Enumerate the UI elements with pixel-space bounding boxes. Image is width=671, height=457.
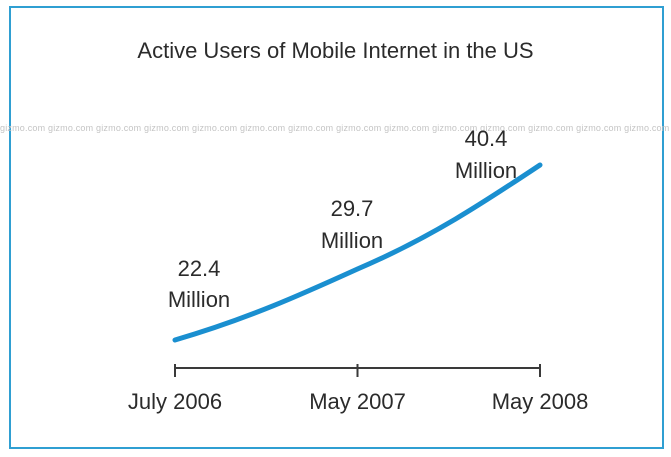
data-label-value: 29.7 — [331, 196, 374, 221]
x-tick-label: July 2006 — [128, 389, 222, 414]
x-tick-label: May 2008 — [492, 389, 589, 414]
data-label-layer: 22.4 Million 29.7 Million 40.4 Million — [168, 126, 517, 312]
x-tick-label: May 2007 — [309, 389, 406, 414]
data-label-unit: Million — [455, 158, 517, 183]
chart-title: Active Users of Mobile Internet in the U… — [137, 38, 534, 63]
series-layer — [172, 162, 543, 343]
x-axis: July 2006 May 2007 May 2008 — [128, 364, 588, 414]
data-label-value: 22.4 — [178, 256, 221, 281]
watermark-strip: gizmo.com gizmo.com gizmo.com gizmo.com … — [0, 123, 671, 133]
series-line — [172, 162, 543, 343]
chart-frame — [9, 6, 664, 449]
data-label-value: 40.4 — [465, 126, 508, 151]
data-label-unit: Million — [321, 228, 383, 253]
data-label-unit: Million — [168, 287, 230, 312]
